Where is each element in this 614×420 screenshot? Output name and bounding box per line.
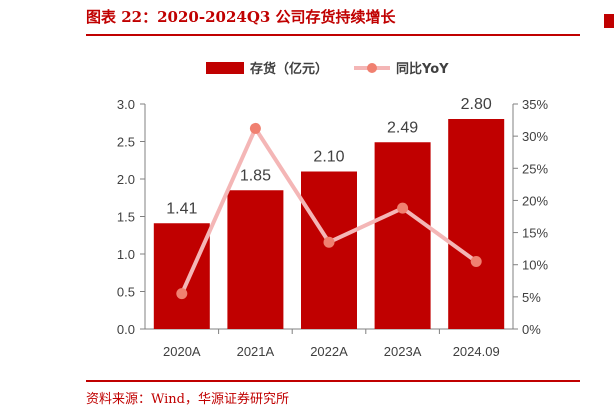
yoy-point — [397, 202, 409, 214]
bar-value-label: 1.41 — [166, 200, 197, 217]
source-note: 资料来源：Wind，华源证券研究所 — [86, 392, 289, 407]
y-left-tick-label: 2.0 — [117, 172, 135, 187]
chart-legend: 存货（亿元） 同比YoY — [206, 61, 449, 77]
bar-value-label: 2.10 — [313, 149, 344, 166]
y-right-tick-label: 15% — [522, 226, 548, 241]
yoy-point — [176, 288, 188, 300]
inventory-bar — [227, 190, 284, 329]
y-left-tick-label: 1.0 — [117, 247, 135, 262]
y-right-tick-label: 35% — [522, 97, 548, 112]
y-left-tick-label: 0.0 — [117, 322, 135, 337]
y-left-tick-label: 0.5 — [117, 285, 135, 300]
y-right-tick-label: 30% — [522, 129, 548, 144]
yoy-point — [323, 236, 335, 248]
y-right-tick-label: 0% — [522, 322, 541, 337]
yoy-point — [470, 256, 482, 267]
inventory-chart: 存货（亿元） 同比YoY 0.0 0.5 1.0 1.5 2.0 2.5 3.0 0% 5% 10… — [117, 61, 549, 359]
x-tick-label: 2022A — [310, 344, 348, 359]
inventory-bar — [153, 223, 210, 329]
footer-rule — [86, 380, 580, 382]
inventory-bar — [448, 119, 505, 329]
bar-value-label: 1.85 — [240, 167, 271, 184]
y-right-tick-label: 5% — [522, 290, 541, 305]
bar-value-label: 2.80 — [461, 96, 492, 113]
x-tick-label: 2021A — [237, 344, 275, 359]
y-left-tick-label: 1.5 — [117, 210, 135, 225]
y-left-tick-label: 3.0 — [117, 97, 135, 112]
figure-title: 图表 22：2020-2024Q3 公司存货持续增长 — [86, 8, 396, 26]
y-right-tick-label: 25% — [522, 161, 548, 176]
y-right-tick-label: 20% — [522, 193, 548, 208]
legend-label-inventory: 存货（亿元） — [250, 61, 328, 77]
yoy-point — [249, 122, 261, 134]
legend-label-yoy: 同比YoY — [396, 61, 449, 77]
bar-value-label: 2.49 — [387, 119, 418, 136]
y-left-tick-label: 2.5 — [117, 135, 135, 150]
inventory-bar — [301, 171, 357, 329]
legend-swatch-inventory — [206, 62, 244, 74]
legend-marker-yoy — [367, 63, 377, 73]
y-right-tick-label: 10% — [522, 258, 548, 273]
x-tick-label: 2023A — [384, 344, 422, 359]
x-tick-label: 2024.09 — [453, 344, 500, 359]
x-tick-label: 2020A — [163, 344, 201, 359]
edge-marker — [604, 14, 614, 28]
inventory-bar — [374, 142, 431, 329]
title-rule — [86, 34, 580, 36]
